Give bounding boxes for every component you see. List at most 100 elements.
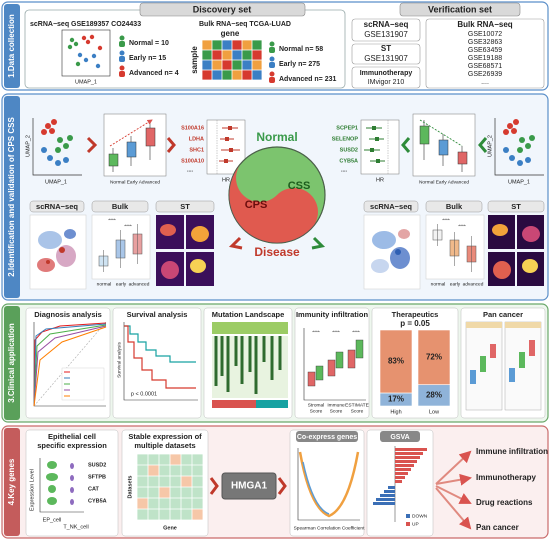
umap-plot-part xyxy=(67,44,73,50)
group-count: Normal n= 58 xyxy=(279,46,323,53)
forest-plot xyxy=(206,119,246,175)
umap-plot-part xyxy=(55,160,61,166)
umap-plot xyxy=(32,118,82,176)
axis-label: Spearman Correlation Coefficient xyxy=(294,525,366,531)
umap-plot-part xyxy=(494,118,544,176)
roc-plot-part xyxy=(33,323,107,407)
violin-plot-part xyxy=(70,487,74,493)
section-key-genes-part xyxy=(4,428,20,536)
forest-plot-part xyxy=(376,159,380,163)
significance: **** xyxy=(332,329,340,335)
panel-title: Bulk xyxy=(446,202,463,211)
axis-label: HR xyxy=(376,177,384,183)
person-icons-part xyxy=(269,41,275,47)
pan-cancer-part xyxy=(505,322,541,328)
panel-title: GSVA xyxy=(390,434,409,441)
spatial-maps-part xyxy=(492,224,508,236)
stacked-bar xyxy=(417,384,451,407)
axis-label: UMAP_1 xyxy=(75,79,97,85)
immunity-boxplot xyxy=(303,328,366,401)
section-key-genes: 4.Key genes Epithelial cell specific exp… xyxy=(1,425,549,539)
circle-label: Disease xyxy=(254,245,300,259)
person-icons-part xyxy=(119,65,125,71)
gene-label: SHC1 xyxy=(189,147,204,153)
panel-headers xyxy=(29,200,545,213)
mutation-landscape-part xyxy=(212,322,288,334)
verification-boxes xyxy=(351,18,545,89)
pan-cancer-part xyxy=(529,340,535,356)
umap-plot-part xyxy=(519,137,525,143)
section-clinical: 3.Clinical application Diagnosis analysi… xyxy=(1,303,549,423)
axis-label: Normal Early Advanced xyxy=(110,179,160,185)
spatial-maps-part xyxy=(522,259,538,273)
heatmap-part xyxy=(242,70,252,80)
header: Verification set xyxy=(428,4,492,14)
sc-feature-plot-part xyxy=(64,229,76,239)
heatmap-part xyxy=(242,40,252,50)
boxplot xyxy=(412,113,476,177)
boxplot-part xyxy=(457,151,468,165)
forest-plot xyxy=(360,119,400,175)
heatmap-part xyxy=(212,50,222,60)
panel-title: Mutation Landscape xyxy=(212,310,285,319)
group-count: Advanced n= 231 xyxy=(279,76,336,83)
panel-title: Diagnosis analysis xyxy=(34,310,102,319)
violin-plot-part xyxy=(46,473,58,481)
gsva-bars-part xyxy=(395,480,402,483)
hub-gene: HMGA1 xyxy=(231,481,268,492)
heatmap-part xyxy=(148,465,159,476)
roc-plot-part xyxy=(33,324,107,407)
person-icons-part xyxy=(119,35,125,41)
immunity-boxplot-part xyxy=(307,371,316,387)
axis-label: advanced xyxy=(463,281,484,287)
sc-feature-plot-part xyxy=(371,259,389,273)
gene-label: SUSD2 xyxy=(340,147,358,153)
section-label: 2.Identification and validation of CPS C… xyxy=(7,117,16,277)
dataset: .... xyxy=(481,79,489,86)
axis-label: advanced xyxy=(129,281,150,287)
gsva-bars-part xyxy=(406,522,410,526)
value-label: 17% xyxy=(388,395,404,404)
gene-label: SELENOP xyxy=(332,136,359,142)
heatmap-part xyxy=(252,60,262,70)
section-key-genes-part xyxy=(289,429,365,537)
verification-boxes-part xyxy=(351,43,421,65)
forest-plot-part xyxy=(370,148,374,152)
sc-feature-plot-part xyxy=(372,231,396,249)
survival-plot xyxy=(123,322,198,401)
section-clinical-part xyxy=(4,306,20,420)
umap-plot-part xyxy=(57,137,63,143)
p-value: p < 0.0001 xyxy=(131,391,157,397)
gene-label: .... xyxy=(341,167,348,173)
violin-plot-part xyxy=(48,485,56,493)
pan-cancer-part xyxy=(466,322,502,328)
stacked-bar xyxy=(379,392,413,407)
panel-headers-part xyxy=(363,200,419,213)
significance: **** xyxy=(352,329,360,335)
boxplot-part xyxy=(145,127,156,147)
gsva-bars-part xyxy=(395,468,411,471)
mutation-landscape-part xyxy=(212,400,256,408)
person-icons xyxy=(269,41,275,83)
pan-cancer-part xyxy=(470,370,476,384)
violin-plot-part xyxy=(70,499,74,505)
umap-plot-part xyxy=(32,118,82,176)
sc-feature-plot-part xyxy=(46,260,50,264)
gsva-bars-part xyxy=(395,472,408,475)
forest-plot-part xyxy=(224,159,228,163)
volcano-plot-part xyxy=(297,448,360,521)
panel-headers-part xyxy=(155,200,215,213)
dataset: IMvigor 210 xyxy=(368,79,405,86)
verification-boxes-part xyxy=(351,66,421,89)
gsva-bars-part xyxy=(395,460,417,463)
outcome: Pan cancer xyxy=(476,523,519,532)
chevron xyxy=(166,137,176,153)
section-identification-part xyxy=(4,96,20,298)
pan-cancer-part xyxy=(480,356,486,372)
forest-plot-part xyxy=(206,119,246,175)
dataset: GSE68571 xyxy=(468,63,502,70)
outcome: Immunotherapy xyxy=(476,473,537,482)
umap-plot xyxy=(494,118,544,176)
dataset: GSE32863 xyxy=(468,39,502,46)
